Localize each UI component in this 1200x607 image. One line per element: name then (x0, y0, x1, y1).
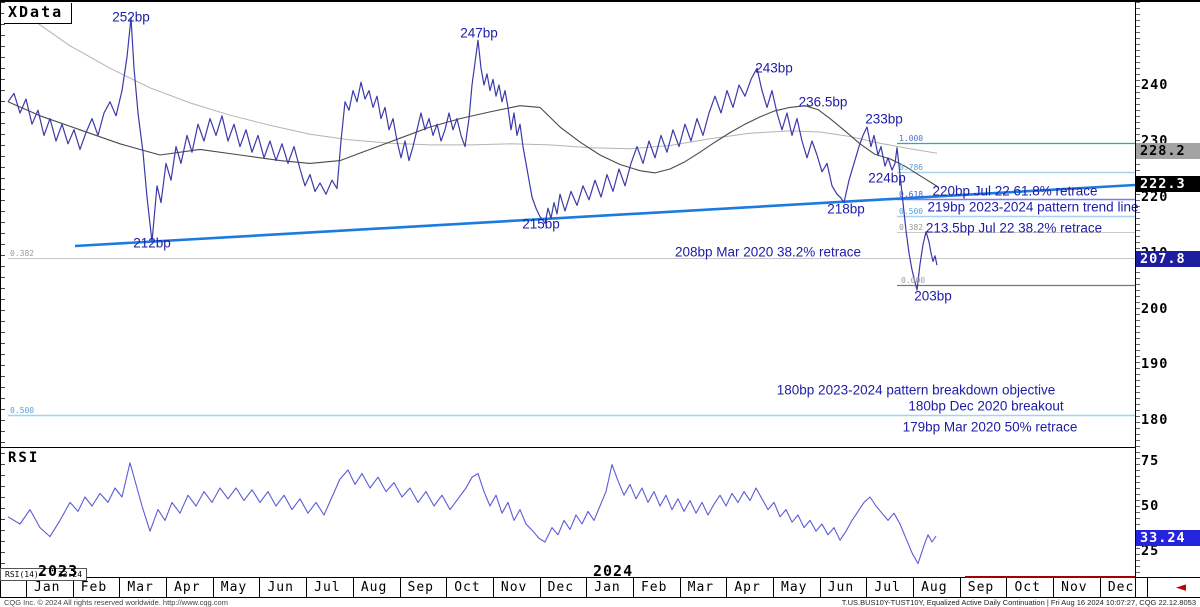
month-cell: Aug (913, 578, 960, 597)
annotation: 236.5bp (798, 94, 848, 110)
month-cell: Oct (1006, 578, 1053, 597)
month-cell: May (212, 578, 260, 597)
month-cell: Mar (119, 578, 166, 597)
fib-price-badge: 228.2 (1135, 143, 1200, 159)
month-cell: Jan (586, 578, 633, 597)
annotation: 218bp (827, 201, 865, 217)
study-title-xdata: XData (4, 3, 73, 24)
scale-label: 240 (1141, 77, 1169, 93)
status-bar: CQG Inc. © 2024 All rights reserved worl… (0, 598, 1200, 607)
month-cell: Mar (679, 578, 727, 597)
scale-label: 190 (1141, 356, 1169, 372)
fib-level-label: 0.382 (899, 223, 924, 232)
price-scale-ticks (1136, 2, 1140, 597)
rsi-line (7, 462, 937, 565)
month-cell: Oct (446, 578, 493, 597)
time-axis-border (0, 577, 965, 578)
scale-label: 25 (1141, 543, 1160, 559)
rsi-readout-box: RSI(14)= 33.24 (0, 568, 88, 581)
month-cell: Dec (539, 578, 587, 597)
month-cell: Sep (399, 578, 447, 597)
fib-level-label: 0.500 (899, 207, 924, 216)
fib-level-label: 0.500 (10, 406, 35, 415)
scale-label: 220 (1141, 189, 1169, 205)
annotation: 180bp Dec 2020 breakout (908, 398, 1064, 414)
annotation: 252bp (112, 9, 150, 25)
annotation: 233bp (865, 111, 903, 127)
annotation: 220bp Jul 22 61.8% retrace (932, 183, 1098, 199)
price-scale-divider (1135, 2, 1136, 597)
future-session-marker (965, 576, 1135, 578)
annotation: 203bp (914, 288, 952, 304)
year-label-2024: 2024 (593, 562, 634, 580)
study-title-rsi: RSI (6, 450, 46, 467)
ma-slow-line (29, 17, 938, 154)
copyright-text: CQG Inc. © 2024 All rights reserved worl… (4, 598, 228, 607)
month-cell: Jun (259, 578, 306, 597)
annotation: 212bp (133, 235, 171, 251)
month-cell: Apr (166, 578, 213, 597)
frame-top-border (0, 0, 1200, 2)
month-cell: Sep (959, 578, 1007, 597)
scale-label: 180 (1141, 412, 1169, 428)
left-axis-ticks (0, 2, 5, 578)
annotation: 247bp (460, 25, 498, 41)
fib-level-label: 0.618 (899, 190, 924, 199)
annotation: 215bp (522, 216, 560, 232)
pattern-trend-line (74, 183, 1136, 248)
scroll-left-arrow[interactable]: ◄ (1176, 580, 1186, 595)
month-cell: Apr (726, 578, 773, 597)
annotation: 180bp 2023-2024 pattern breakdown object… (776, 382, 1056, 398)
fib-level-label: 1.000 (899, 134, 924, 143)
annotation: 243bp (755, 60, 793, 76)
month-cell: Jul (866, 578, 913, 597)
scale-label: 50 (1141, 498, 1160, 514)
month-cell: Jun (819, 578, 867, 597)
month-strip-bottom-border (0, 597, 1200, 598)
rsi-value-badge: 33.24 (1135, 530, 1200, 546)
scale-label: 75 (1141, 453, 1160, 469)
annotation: 179bp Mar 2020 50% retrace (902, 419, 1078, 435)
frame-left-border (0, 2, 1, 578)
month-cell: Dec (1099, 578, 1147, 597)
annotation: 213.5bp Jul 22 38.2% retrace (925, 220, 1103, 236)
month-cell-endcap (1146, 578, 1200, 597)
month-cell: Feb (632, 578, 680, 597)
month-cell: Jul (306, 578, 353, 597)
fib-price-badge: 222.3 (1135, 176, 1200, 192)
month-cell-lead (0, 578, 26, 597)
annotation: 208bp Mar 2020 38.2% retrace (674, 244, 862, 260)
month-cell: Feb (72, 578, 120, 597)
annotation: 219bp 2023-2024 pattern trend line (927, 199, 1139, 215)
rsi-panel-separator (0, 447, 1135, 448)
month-cell: Jan (26, 578, 73, 597)
month-cell: Nov (492, 578, 540, 597)
fib-level-label: 0.382 (10, 249, 35, 258)
month-cell: Nov (1053, 578, 1100, 597)
scale-label: 200 (1141, 301, 1169, 317)
spread-price-line (7, 17, 938, 291)
time-axis[interactable]: Jan Feb Mar Apr May Jun Jul Aug Sep Oct Nov Dec Jan F… (0, 578, 1200, 597)
last-price-badge: 207.8 (1135, 251, 1200, 267)
annotation: 224bp (868, 170, 906, 186)
year-label-2023: 2023 (38, 562, 79, 580)
fib-level-label: 0.786 (899, 163, 924, 172)
fib-level-label: 0.000 (901, 276, 926, 285)
symbol-session-text: T.US.BUS10Y-TUST10Y, Equalized Active Da… (841, 598, 1196, 607)
time-axis-border-right (1135, 577, 1200, 578)
month-cell: May (773, 578, 820, 597)
month-cell: Aug (352, 578, 400, 597)
